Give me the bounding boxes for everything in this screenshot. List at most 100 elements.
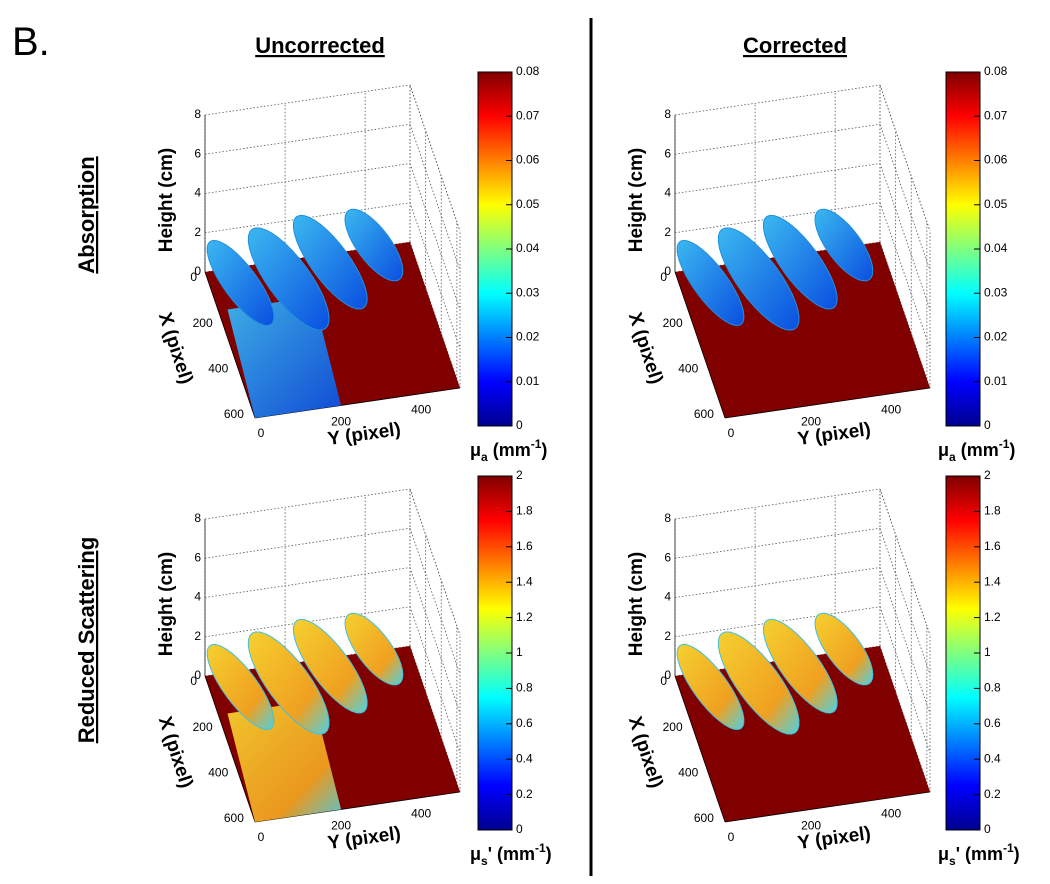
colorbar-tick-label: 0: [516, 822, 523, 836]
grid-line: [204, 606, 411, 638]
x-tick-label: 600: [224, 811, 244, 825]
colorbar-tick-label: 0.6: [984, 716, 1001, 730]
axis-line: [674, 271, 726, 419]
grid-line: [879, 567, 931, 714]
grid-line: [204, 488, 411, 520]
colorbar-tick-label: 0: [984, 822, 991, 836]
colorbar-label: μa (mm-1): [938, 437, 1015, 464]
panel-label: B.: [12, 20, 50, 64]
axis-line: [724, 387, 931, 419]
label-part: a: [481, 450, 488, 464]
colorbar-tick-label: 2: [516, 468, 523, 482]
finger-surface: [676, 643, 745, 731]
colorbar-tick-label: 0.2: [984, 787, 1001, 801]
label-part: ): [1009, 440, 1015, 460]
grid-line: [674, 567, 881, 598]
label-part: -1: [535, 841, 546, 855]
colorbar-tick-label: 1.2: [984, 610, 1001, 624]
colorbar-tick-label: 0.8: [984, 681, 1001, 695]
finger-surface: [344, 612, 404, 686]
y-tick-label: 200: [801, 414, 821, 428]
z-tick-label: 6: [664, 146, 671, 160]
colorbar-tick-label: 0.07: [984, 108, 1008, 122]
x-tick-label: 0: [190, 674, 197, 688]
z-tick-label: 4: [664, 590, 671, 604]
finger-surface: [247, 227, 330, 331]
colorbar-tick-label: 0.05: [516, 197, 540, 211]
grid-line: [879, 163, 931, 310]
finger-surface: [292, 618, 368, 714]
grid-line: [409, 488, 461, 636]
row-title: Absorption: [74, 156, 99, 273]
column-title: Corrected: [743, 33, 847, 58]
axis-line: [204, 271, 256, 419]
label-part: -1: [531, 437, 542, 451]
colorbar-tick-label: 0.07: [516, 108, 540, 122]
y-tick-label: 0: [258, 426, 265, 440]
grid-line: [204, 567, 411, 598]
colorbar-tick-label: 0.6: [516, 716, 533, 730]
axis-line: [254, 387, 461, 419]
x-tick-label: 400: [208, 361, 228, 375]
label-part: ' (mm: [956, 844, 1003, 864]
label-part: s: [949, 854, 956, 868]
z-tick-label: 6: [194, 146, 201, 160]
z-tick-label: 6: [194, 550, 201, 564]
x-tick-label: 200: [663, 316, 683, 330]
colorbar-tick-label: 0.03: [984, 285, 1008, 299]
panel: 0 2 4 6 8 0 200 400 0 200 400 600 Height (cm) X (pixe…: [624, 64, 1016, 464]
z-axis-title: Height (cm): [156, 552, 177, 657]
grid-line: [674, 163, 881, 194]
finger-surface: [292, 214, 368, 310]
colorbar-tick-label: 0.02: [984, 330, 1008, 344]
grid-line: [204, 202, 411, 234]
colorbar-tick-label: 0.06: [516, 153, 540, 167]
colorbar-tick-label: 1: [984, 645, 991, 659]
z-axis-title: Height (cm): [626, 552, 647, 657]
panel: 0 2 4 6 8 0 200 400 0 200 400 600 Height (cm) X (pixe…: [154, 468, 552, 868]
finger-surface: [247, 631, 330, 735]
finger-surface: [206, 643, 275, 731]
z-tick-label: 8: [194, 511, 201, 525]
colorbar-tick-label: 0: [984, 418, 991, 432]
colorbar-tick-label: 2: [984, 468, 991, 482]
y-tick-label: 400: [411, 807, 431, 821]
label-part: μ: [938, 844, 949, 864]
grid-line: [674, 488, 881, 520]
grid-line: [204, 84, 411, 116]
y-tick-label: 200: [331, 818, 351, 832]
colorbar-tick-label: 0.03: [516, 285, 540, 299]
colorbar-tick-label: 0.06: [984, 153, 1008, 167]
label-part: (mm: [488, 440, 531, 460]
label-part: ): [546, 844, 552, 864]
finger-surface: [814, 208, 874, 282]
x-tick-label: 200: [193, 316, 213, 330]
z-tick-label: 0: [664, 264, 671, 278]
finger-surface: [206, 239, 275, 327]
z-tick-label: 4: [194, 590, 201, 604]
grid-line: [674, 202, 881, 234]
grid-line: [409, 528, 461, 675]
x-axis-title: X (pixel): [624, 310, 667, 387]
y-tick-label: 400: [881, 807, 901, 821]
x-axis-title: X (pixel): [154, 714, 197, 791]
z-tick-label: 4: [194, 186, 201, 200]
grid-line: [674, 527, 881, 559]
colorbar-tick-label: 0.4: [516, 751, 533, 765]
y-tick-label: 400: [881, 403, 901, 417]
colorbar-tick-label: 1: [516, 645, 523, 659]
x-tick-label: 600: [694, 407, 714, 421]
z-tick-label: 0: [194, 668, 201, 682]
grid-line: [879, 488, 931, 636]
colorbar-label: μs' (mm-1): [470, 841, 552, 868]
colorbar-tick-label: 0.2: [516, 787, 533, 801]
label-part: ): [1014, 844, 1020, 864]
panel: 0 2 4 6 8 0 200 400 0 200 400 600 Height (cm) X (pixe…: [624, 468, 1020, 868]
grid-line: [409, 163, 461, 310]
colorbar-tick-label: 1.6: [984, 539, 1001, 553]
label-part: -1: [1003, 841, 1014, 855]
z-tick-label: 8: [664, 107, 671, 121]
z-tick-label: 0: [194, 264, 201, 278]
colorbar-tick-label: 0.8: [516, 681, 533, 695]
grid-line: [879, 528, 931, 675]
